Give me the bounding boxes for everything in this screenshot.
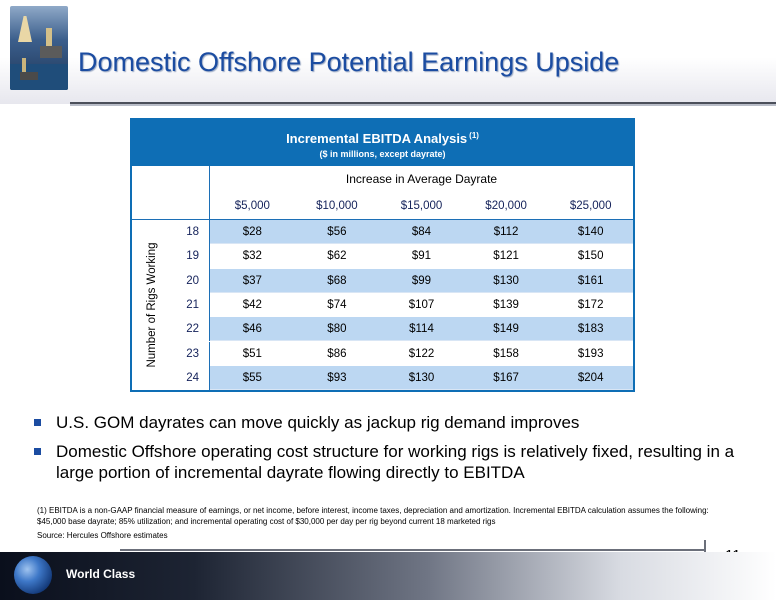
table-cell: $46 (242, 323, 262, 336)
globe-icon (14, 556, 52, 594)
bullet-list: U.S. GOM dayrates can move quickly as ja… (34, 412, 754, 491)
rig-count-cell: 19 (172, 244, 210, 269)
table-row: 21 $42 $74 $107 $139 $172 (172, 292, 633, 318)
header-divider (70, 102, 776, 104)
row-values: $32 $62 $91 $121 $150 (210, 244, 633, 269)
table-cell: $32 (242, 250, 262, 263)
bullet-square-icon (34, 448, 41, 455)
source-note: Source: Hercules Offshore estimates (37, 531, 168, 540)
column-header: $5,000 (234, 200, 270, 212)
bullet-text: U.S. GOM dayrates can move quickly as ja… (56, 413, 580, 432)
row-values: $37 $68 $99 $130 $161 (210, 268, 633, 293)
table-cell: $161 (577, 274, 604, 287)
slide-footer (0, 552, 776, 600)
table-cell: $91 (411, 250, 432, 263)
table-row: 24 $55 $93 $130 $167 $204 (172, 365, 633, 391)
rig-count-cell: 20 (172, 268, 210, 293)
table-corner-cell (132, 166, 210, 220)
table-cell: $99 (411, 274, 432, 287)
table-cell: $150 (577, 250, 604, 263)
column-group-label: Increase in Average Dayrate (345, 172, 498, 186)
rig-count-cell: 18 (172, 220, 210, 245)
table-cell: $56 (327, 226, 347, 238)
row-values: $42 $74 $107 $139 $172 (210, 293, 633, 318)
table-cell: $74 (327, 298, 347, 311)
column-headers: $5,000 $10,000 $15,000 $20,000 $25,000 (210, 192, 633, 220)
ebitda-table: Incremental EBITDA Analysis (1) ($ in mil… (130, 118, 635, 392)
footnote: (1) EBITDA is a non-GAAP financial measu… (37, 506, 709, 526)
table-cell: $86 (327, 347, 347, 360)
table-cell: $167 (493, 371, 519, 384)
table-rows: 18 $28 $56 $84 $112 $140 19 $32 $62 $91 $121 $150 20… (172, 220, 633, 391)
footer-divider-tick (704, 540, 706, 560)
table-cell: $130 (408, 371, 435, 384)
slide-header: Domestic Offshore Potential Earnings Ups… (0, 0, 776, 104)
footer-divider (120, 549, 704, 551)
table-cell: $193 (577, 347, 604, 360)
table-cell: $51 (242, 347, 262, 360)
table-cell: $93 (327, 371, 347, 384)
row-values: $55 $93 $130 $167 $204 (210, 365, 633, 391)
table-cell: $114 (409, 323, 434, 336)
column-header: $10,000 (316, 200, 358, 212)
table-cell: $28 (242, 226, 262, 238)
rig-count-cell: 24 (172, 365, 210, 391)
table-title-text: Incremental EBITDA Analysis (286, 131, 468, 146)
row-values: $46 $80 $114 $149 $183 (210, 317, 633, 342)
table-cell: $140 (577, 226, 604, 238)
table-cell: $204 (577, 371, 604, 384)
table-cell: $107 (408, 298, 435, 311)
column-header: $25,000 (569, 200, 612, 212)
table-cell: $112 (493, 226, 519, 238)
table-cell: $139 (493, 298, 519, 311)
table-cell: $55 (242, 371, 262, 384)
table-cell: $62 (327, 250, 347, 263)
table-cell: $84 (411, 226, 432, 238)
bullet-text: Domestic Offshore operating cost structu… (56, 442, 735, 482)
table-row: 23 $51 $86 $122 $158 $193 (172, 341, 633, 366)
row-values: $51 $86 $122 $158 $193 (210, 342, 633, 366)
table-row: 19 $32 $62 $91 $121 $150 (172, 244, 633, 269)
footer-text: World Class (66, 567, 136, 581)
table-cell: $68 (327, 274, 347, 287)
table-cell: $122 (408, 347, 435, 360)
rig-count-cell: 21 (172, 292, 210, 318)
rig-count-cell: 22 (172, 317, 210, 342)
row-axis-label: Number of Rigs Working (146, 242, 158, 368)
table-title-note: (1) (469, 131, 479, 140)
table-row: 20 $37 $68 $99 $130 $161 (172, 268, 633, 293)
table-header: Incremental EBITDA Analysis (1) ($ in mil… (130, 118, 635, 166)
table-cell: $130 (493, 274, 519, 287)
rig-count-cell: 23 (172, 341, 210, 366)
table-cell: $80 (327, 323, 347, 336)
header-divider-light (70, 104, 776, 106)
offshore-rig-photo (10, 6, 68, 90)
table-body: Increase in Average Dayrate $5,000 $10,00… (132, 166, 633, 391)
bullet-item: Domestic Offshore operating cost structu… (34, 441, 754, 483)
row-values: $28 $56 $84 $112 $140 (210, 220, 633, 245)
row-axis-cell: Number of Rigs Working (132, 220, 172, 390)
table-cell: $158 (493, 347, 519, 360)
slide-title: Domestic Offshore Potential Earnings Ups… (78, 47, 620, 77)
bullet-square-icon (34, 419, 41, 426)
column-header: $20,000 (485, 200, 527, 212)
table-row: 22 $46 $80 $114 $149 $183 (172, 317, 633, 342)
table-row: 18 $28 $56 $84 $112 $140 (172, 220, 633, 245)
table-cell: $149 (493, 323, 519, 336)
table-cell: $183 (577, 323, 604, 336)
table-cell: $37 (242, 274, 262, 287)
table-subtitle: ($ in millions, except dayrate) (319, 149, 446, 159)
table-cell: $172 (577, 298, 604, 311)
column-header: $15,000 (400, 200, 443, 212)
bullet-item: U.S. GOM dayrates can move quickly as ja… (34, 412, 754, 433)
table-title: Incremental EBITDA Analysis (1) (130, 131, 635, 146)
table-cell: $121 (493, 250, 519, 263)
table-cell: $42 (242, 298, 262, 311)
